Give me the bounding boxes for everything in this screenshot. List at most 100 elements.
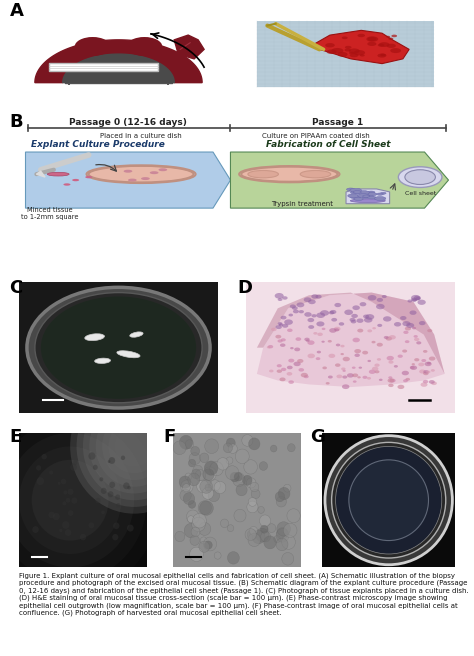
Bar bbox=[257, 21, 434, 87]
Circle shape bbox=[293, 361, 301, 366]
Circle shape bbox=[204, 461, 218, 475]
Circle shape bbox=[246, 478, 256, 488]
Circle shape bbox=[365, 192, 371, 194]
Circle shape bbox=[336, 446, 442, 554]
Circle shape bbox=[242, 475, 252, 485]
Circle shape bbox=[411, 295, 420, 300]
Circle shape bbox=[316, 321, 324, 327]
Circle shape bbox=[68, 510, 73, 516]
Ellipse shape bbox=[117, 351, 140, 358]
Ellipse shape bbox=[127, 37, 162, 56]
Circle shape bbox=[247, 501, 258, 513]
Circle shape bbox=[288, 380, 294, 384]
Circle shape bbox=[352, 367, 356, 369]
Circle shape bbox=[379, 379, 383, 381]
Circle shape bbox=[357, 329, 363, 333]
Circle shape bbox=[275, 492, 285, 502]
Circle shape bbox=[411, 363, 415, 365]
Circle shape bbox=[307, 340, 315, 345]
Circle shape bbox=[325, 436, 452, 565]
Circle shape bbox=[367, 42, 376, 46]
Circle shape bbox=[191, 517, 205, 531]
Circle shape bbox=[108, 460, 110, 463]
Text: G: G bbox=[310, 428, 325, 445]
Circle shape bbox=[179, 436, 192, 449]
Circle shape bbox=[287, 329, 292, 332]
Circle shape bbox=[210, 462, 223, 476]
Circle shape bbox=[308, 354, 315, 358]
Circle shape bbox=[308, 318, 314, 322]
Circle shape bbox=[109, 482, 115, 488]
Ellipse shape bbox=[300, 171, 331, 178]
Circle shape bbox=[235, 449, 249, 464]
Circle shape bbox=[363, 195, 370, 197]
Circle shape bbox=[62, 521, 69, 529]
Circle shape bbox=[191, 527, 200, 537]
Circle shape bbox=[346, 188, 355, 191]
Circle shape bbox=[372, 341, 375, 343]
Circle shape bbox=[190, 547, 203, 562]
Circle shape bbox=[308, 325, 314, 329]
Circle shape bbox=[190, 535, 200, 545]
Circle shape bbox=[270, 445, 277, 452]
Circle shape bbox=[355, 354, 360, 357]
Circle shape bbox=[275, 325, 282, 329]
Circle shape bbox=[108, 491, 113, 497]
Circle shape bbox=[400, 316, 407, 320]
Circle shape bbox=[102, 413, 166, 480]
Circle shape bbox=[65, 529, 71, 536]
Circle shape bbox=[245, 529, 256, 541]
Circle shape bbox=[198, 501, 211, 514]
Circle shape bbox=[367, 360, 371, 362]
Circle shape bbox=[208, 489, 219, 502]
Circle shape bbox=[123, 482, 130, 489]
Circle shape bbox=[423, 370, 429, 373]
Circle shape bbox=[415, 297, 420, 300]
Circle shape bbox=[377, 54, 386, 58]
Circle shape bbox=[353, 191, 361, 194]
Circle shape bbox=[313, 332, 318, 335]
Circle shape bbox=[368, 37, 376, 41]
Circle shape bbox=[349, 460, 428, 541]
Circle shape bbox=[410, 365, 417, 370]
Circle shape bbox=[271, 327, 277, 331]
Text: Figure 1. Explant culture of oral mucosal epithelial cells and fabrication of ce: Figure 1. Explant culture of oral mucosa… bbox=[19, 572, 469, 617]
Circle shape bbox=[287, 372, 292, 376]
Circle shape bbox=[421, 359, 426, 362]
Circle shape bbox=[248, 497, 257, 506]
Circle shape bbox=[204, 541, 212, 549]
Text: F: F bbox=[164, 428, 176, 445]
Circle shape bbox=[203, 469, 214, 481]
Circle shape bbox=[236, 484, 247, 496]
Circle shape bbox=[115, 495, 120, 500]
Circle shape bbox=[203, 537, 217, 551]
Circle shape bbox=[283, 523, 297, 537]
Circle shape bbox=[197, 480, 209, 493]
Circle shape bbox=[388, 377, 392, 379]
Circle shape bbox=[410, 366, 415, 369]
FancyArrow shape bbox=[230, 152, 448, 208]
Circle shape bbox=[350, 191, 358, 194]
Polygon shape bbox=[35, 40, 202, 83]
Circle shape bbox=[363, 376, 367, 379]
Circle shape bbox=[426, 371, 430, 373]
Circle shape bbox=[201, 537, 207, 544]
Circle shape bbox=[95, 498, 100, 503]
Circle shape bbox=[365, 314, 374, 319]
Circle shape bbox=[276, 538, 288, 551]
Text: Passage 1: Passage 1 bbox=[312, 118, 363, 127]
Circle shape bbox=[431, 382, 437, 385]
Ellipse shape bbox=[398, 167, 442, 188]
Circle shape bbox=[341, 367, 346, 370]
Circle shape bbox=[345, 49, 351, 52]
Circle shape bbox=[63, 501, 66, 505]
Circle shape bbox=[423, 380, 428, 383]
Circle shape bbox=[429, 356, 436, 361]
Circle shape bbox=[304, 338, 310, 341]
Circle shape bbox=[350, 188, 362, 192]
Circle shape bbox=[367, 329, 372, 333]
Circle shape bbox=[268, 345, 273, 348]
Circle shape bbox=[349, 52, 355, 54]
Circle shape bbox=[368, 196, 376, 199]
Circle shape bbox=[64, 183, 71, 186]
